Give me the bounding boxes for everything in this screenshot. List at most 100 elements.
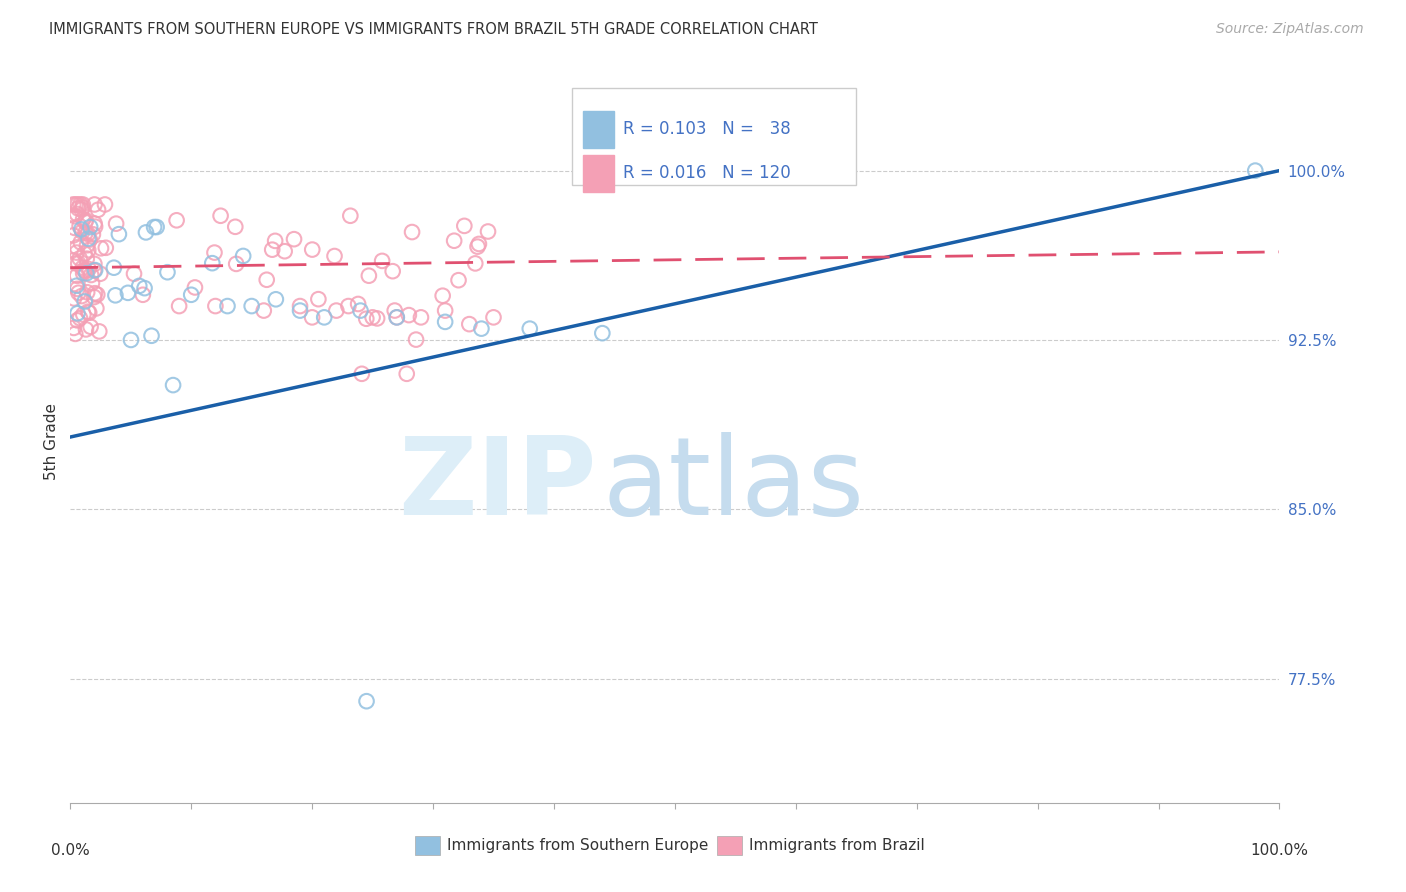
- Point: [76, 285, 98, 300]
- Point: [434, 303, 457, 318]
- Point: [72, 197, 94, 211]
- Point: [458, 317, 481, 331]
- Point: [73, 294, 96, 309]
- Point: [519, 321, 541, 335]
- Point: [89, 267, 111, 281]
- Point: [73, 263, 96, 277]
- Point: [232, 249, 254, 263]
- Point: [75, 213, 97, 227]
- Point: [75, 215, 97, 229]
- Point: [72, 266, 94, 280]
- Point: [62, 228, 84, 243]
- Point: [84, 263, 107, 277]
- Point: [468, 236, 491, 251]
- Point: [240, 299, 263, 313]
- Text: atlas: atlas: [602, 432, 865, 538]
- Point: [283, 232, 305, 246]
- Text: Source: ZipAtlas.com: Source: ZipAtlas.com: [1216, 22, 1364, 37]
- Point: [83, 263, 105, 277]
- Point: [288, 303, 311, 318]
- Point: [77, 243, 100, 257]
- Point: [70, 225, 93, 239]
- Point: [80, 276, 103, 290]
- Point: [69, 252, 91, 266]
- Point: [104, 288, 127, 302]
- Point: [77, 304, 100, 318]
- Point: [453, 219, 475, 233]
- Point: [323, 249, 346, 263]
- Point: [69, 197, 91, 211]
- Point: [72, 260, 94, 275]
- Point: [385, 310, 408, 325]
- Point: [66, 306, 89, 320]
- Point: [464, 256, 486, 270]
- Point: [83, 286, 105, 301]
- Point: [401, 225, 423, 239]
- Point: [204, 245, 226, 260]
- Point: [77, 262, 100, 277]
- Point: [167, 299, 190, 313]
- Point: [63, 292, 86, 306]
- Point: [409, 310, 432, 325]
- Point: [117, 285, 139, 300]
- Point: [65, 278, 87, 293]
- Point: [65, 326, 87, 341]
- Point: [67, 202, 90, 216]
- Point: [301, 243, 323, 257]
- Point: [62, 253, 84, 268]
- Point: [65, 256, 87, 270]
- Point: [204, 299, 226, 313]
- Point: [66, 282, 89, 296]
- Point: [134, 281, 156, 295]
- Point: [84, 219, 107, 234]
- Point: [94, 197, 117, 211]
- Point: [1244, 163, 1267, 178]
- Point: [90, 241, 112, 255]
- Point: [307, 292, 329, 306]
- Point: [79, 233, 101, 247]
- Point: [350, 367, 373, 381]
- Point: [89, 325, 111, 339]
- Point: [347, 297, 370, 311]
- Point: [120, 333, 142, 347]
- Point: [83, 197, 105, 211]
- Point: [66, 197, 89, 211]
- Point: [75, 226, 97, 240]
- Point: [467, 239, 489, 253]
- Point: [65, 197, 87, 211]
- Point: [314, 310, 336, 325]
- Point: [66, 207, 89, 221]
- Point: [132, 287, 155, 301]
- Point: [381, 264, 404, 278]
- Point: [337, 299, 360, 313]
- Point: [145, 220, 167, 235]
- Point: [349, 303, 371, 318]
- Text: 0.0%: 0.0%: [51, 843, 90, 858]
- Point: [262, 243, 284, 257]
- Point: [253, 303, 276, 318]
- Point: [405, 333, 427, 347]
- Point: [443, 234, 465, 248]
- Point: [66, 245, 89, 260]
- Point: [209, 209, 232, 223]
- Point: [141, 328, 163, 343]
- Point: [288, 299, 311, 313]
- Point: [87, 202, 110, 217]
- Point: [201, 256, 224, 270]
- Point: [434, 315, 457, 329]
- Point: [166, 213, 188, 227]
- Point: [273, 244, 295, 259]
- Point: [432, 289, 454, 303]
- Point: [80, 268, 103, 282]
- Point: [225, 257, 247, 271]
- Point: [70, 222, 93, 236]
- Text: Immigrants from Brazil: Immigrants from Brazil: [749, 838, 925, 853]
- Point: [103, 260, 125, 275]
- Point: [108, 227, 131, 242]
- Text: Immigrants from Southern Europe: Immigrants from Southern Europe: [447, 838, 709, 853]
- Point: [156, 265, 179, 279]
- Point: [67, 285, 90, 300]
- Point: [385, 310, 408, 325]
- Point: [79, 220, 101, 235]
- Point: [264, 293, 287, 307]
